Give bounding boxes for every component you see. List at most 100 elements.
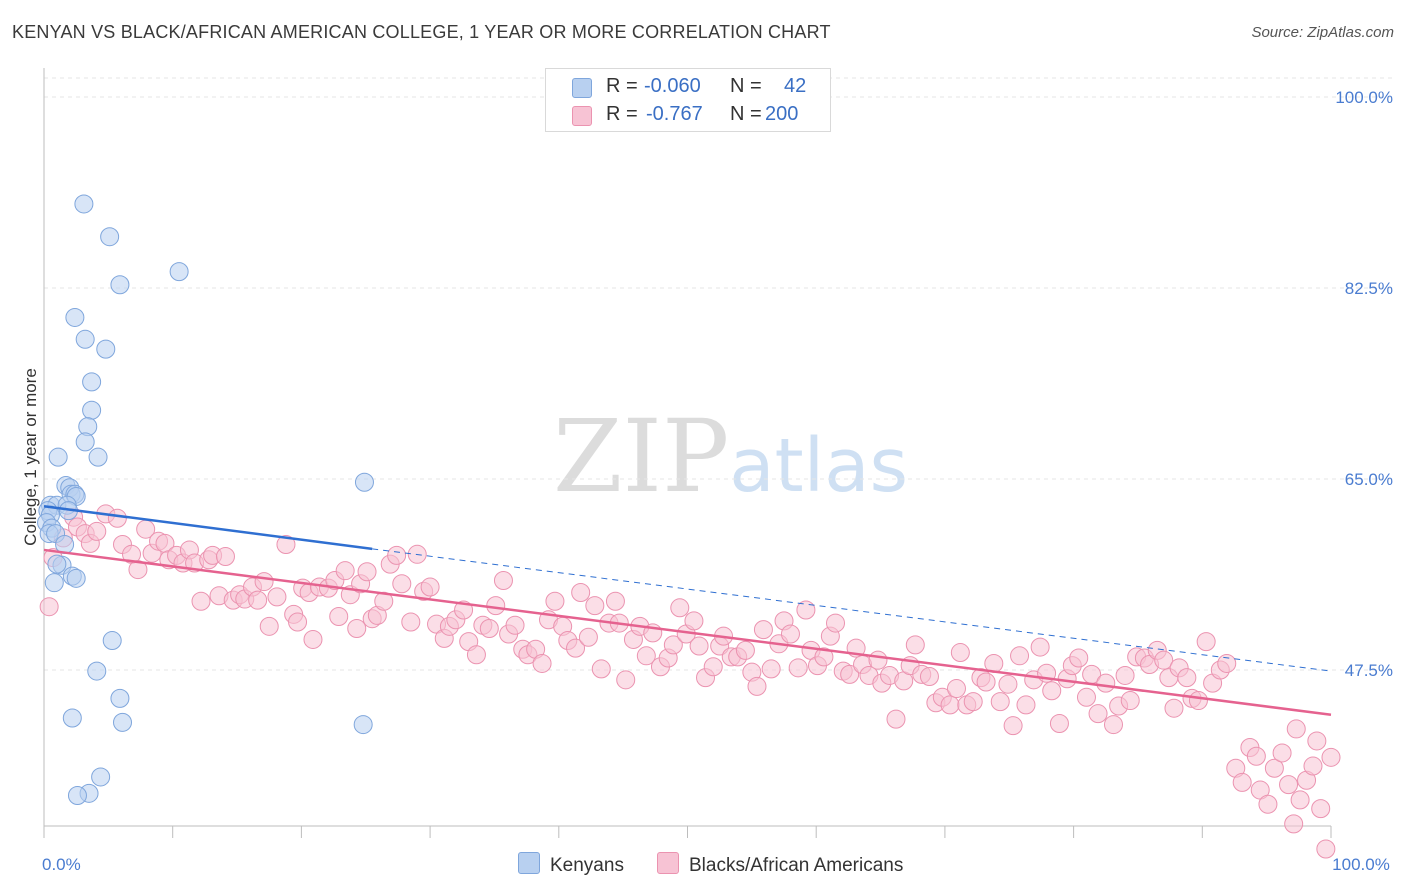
- kenyan-point: [102, 631, 122, 651]
- black-point: [826, 613, 846, 633]
- black-point: [1076, 687, 1096, 707]
- black-point: [1284, 814, 1304, 834]
- black-point: [215, 546, 235, 566]
- kenyan-point: [44, 573, 64, 593]
- black-point: [585, 596, 605, 616]
- black-point: [392, 574, 412, 594]
- black-point: [401, 612, 421, 632]
- black-point: [532, 653, 552, 673]
- black-point: [267, 587, 287, 607]
- black-point: [1258, 794, 1278, 814]
- black-point: [39, 597, 59, 617]
- black-point: [940, 695, 960, 715]
- kenyan-point: [74, 194, 94, 214]
- black-point: [1010, 646, 1030, 666]
- black-point: [788, 658, 808, 678]
- y-tick-label: 100.0%: [1335, 88, 1393, 107]
- legend-swatch-black: [572, 106, 592, 126]
- black-point: [288, 612, 308, 632]
- kenyan-point: [110, 275, 130, 295]
- kenyan-point: [65, 307, 85, 327]
- black-point: [1049, 713, 1069, 733]
- black-point: [1316, 839, 1336, 859]
- black-point: [663, 635, 683, 655]
- black-point: [466, 645, 486, 665]
- bottom-legend-kenyans: Kenyans: [518, 852, 624, 877]
- black-point: [684, 611, 704, 631]
- legend: R = -0.060 N = 42 R = -0.767 N = 200: [545, 68, 831, 132]
- black-point: [990, 692, 1010, 712]
- black-point: [946, 679, 966, 699]
- black-point: [545, 591, 565, 611]
- black-point: [814, 647, 834, 667]
- y-tick-label: 47.5%: [1345, 661, 1393, 680]
- black-point: [1115, 665, 1135, 685]
- black-point: [976, 672, 996, 692]
- bottom-legend-label-kenyans: Kenyans: [550, 855, 624, 876]
- kenyan-point: [87, 661, 107, 681]
- black-point: [107, 508, 127, 528]
- watermark-zip: ZIP: [553, 398, 730, 515]
- black-point: [87, 521, 107, 541]
- black-point: [578, 627, 598, 647]
- legend-n-value: 200: [765, 103, 799, 125]
- black-point: [1303, 756, 1323, 776]
- kenyan-point: [113, 712, 133, 732]
- kenyan-trend-line: [43, 505, 373, 551]
- black-point: [1286, 719, 1306, 739]
- black-point: [566, 638, 586, 658]
- watermark: ZIPatlas: [553, 398, 908, 515]
- black-point: [998, 674, 1018, 694]
- bottom-legend-swatch-kenyans: [518, 852, 540, 874]
- kenyan-point: [82, 372, 102, 392]
- legend-n-value: 42: [784, 75, 807, 97]
- source-label: Source: ZipAtlas.com: [1251, 24, 1394, 41]
- black-point: [1246, 746, 1266, 766]
- kenyan-point: [91, 767, 111, 787]
- black-point: [886, 709, 906, 729]
- black-point: [1164, 698, 1184, 718]
- legend-row-black: R = -0.767 N = 200: [546, 101, 830, 129]
- y-tick-label: 82.5%: [1345, 279, 1393, 298]
- black-point: [919, 667, 939, 687]
- black-point: [248, 590, 268, 610]
- legend-row-kenyans: R = -0.060 N = 42: [546, 73, 830, 101]
- trend-layer: [43, 505, 1332, 716]
- bottom-legend-black: Blacks/African Americans: [657, 852, 903, 877]
- black-point: [479, 619, 499, 639]
- y-tick-label: 65.0%: [1345, 470, 1393, 489]
- black-point: [753, 620, 773, 640]
- black-point: [840, 664, 860, 684]
- black-point: [276, 534, 296, 554]
- black-point: [191, 591, 211, 611]
- kenyan-point: [75, 432, 95, 452]
- black-point: [1321, 747, 1341, 767]
- black-point: [486, 596, 506, 616]
- black-trend-line: [43, 548, 1332, 716]
- black-point: [1030, 637, 1050, 657]
- kenyan-trend-extension: [372, 548, 1332, 672]
- legend-swatch-kenyans: [572, 78, 592, 98]
- chart-title: KENYAN VS BLACK/AFRICAN AMERICAN COLLEGE…: [12, 22, 831, 42]
- black-point: [747, 676, 767, 696]
- x-tick-label: 100.0%: [1332, 855, 1390, 874]
- black-point: [1088, 704, 1108, 724]
- kenyan-point: [354, 472, 374, 492]
- black-point: [1154, 650, 1174, 670]
- kenyan-point: [48, 447, 68, 467]
- black-point: [636, 646, 656, 666]
- black-point: [1232, 772, 1252, 792]
- black-point: [357, 562, 377, 582]
- black-point: [387, 545, 407, 565]
- kenyan-point: [66, 568, 86, 588]
- black-point: [868, 650, 888, 670]
- black-point: [493, 571, 513, 591]
- black-point: [689, 636, 709, 656]
- x-tick-label: 0.0%: [42, 855, 81, 874]
- legend-n-label: N =: [730, 103, 762, 125]
- black-point: [420, 577, 440, 597]
- black-point: [1103, 715, 1123, 735]
- black-point: [1264, 758, 1284, 778]
- black-point: [1307, 731, 1327, 751]
